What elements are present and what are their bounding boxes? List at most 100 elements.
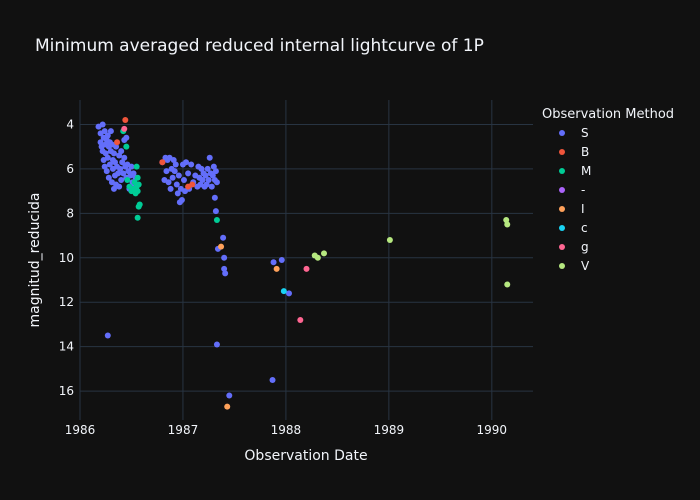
data-point-S[interactable] <box>103 168 110 175</box>
data-point-B[interactable] <box>114 139 121 146</box>
data-point-S[interactable] <box>206 154 213 161</box>
data-point-B[interactable] <box>189 181 196 188</box>
data-point-I[interactable] <box>273 265 280 272</box>
data-point-M[interactable] <box>136 201 143 208</box>
data-point-S[interactable] <box>107 128 114 135</box>
legend-label: V <box>581 259 590 273</box>
y-tick-label: 16 <box>59 384 74 398</box>
data-point-S[interactable] <box>178 197 185 203</box>
data-point-S[interactable] <box>104 154 111 161</box>
data-point-S[interactable] <box>213 341 220 348</box>
data-point-g[interactable] <box>297 317 304 323</box>
data-point-S[interactable] <box>169 174 176 181</box>
data-point-S[interactable] <box>220 234 227 241</box>
y-tick-label: 6 <box>66 162 74 176</box>
data-point-M[interactable] <box>123 143 130 150</box>
data-point-I[interactable] <box>218 243 225 250</box>
data-point-S[interactable] <box>212 208 219 215</box>
data-point-S[interactable] <box>117 165 124 172</box>
legend-marker <box>559 187 565 193</box>
data-point-V[interactable] <box>314 254 321 261</box>
data-point-S[interactable] <box>199 177 206 183</box>
data-point-S[interactable] <box>110 150 117 157</box>
data-point-S[interactable] <box>212 168 219 175</box>
data-point-V[interactable] <box>504 221 511 228</box>
legend-item-c[interactable]: c <box>559 221 588 235</box>
data-point-S[interactable] <box>128 163 135 170</box>
data-point-B[interactable] <box>122 117 129 123</box>
legend-marker <box>559 225 565 231</box>
legend-item-dash[interactable]: - <box>559 183 585 197</box>
data-point-S[interactable] <box>278 257 285 263</box>
data-point-M[interactable] <box>134 188 141 195</box>
data-point-g[interactable] <box>121 125 128 132</box>
data-point-S[interactable] <box>226 392 233 399</box>
data-point-S[interactable] <box>116 183 123 190</box>
data-point-S[interactable] <box>123 134 130 141</box>
data-point-S[interactable] <box>183 159 190 166</box>
legend-item-M[interactable]: M <box>559 164 591 178</box>
data-point-S[interactable] <box>221 254 228 261</box>
data-point-S[interactable] <box>165 179 172 186</box>
data-point-S[interactable] <box>185 170 192 177</box>
data-point-S[interactable] <box>211 194 218 201</box>
data-point-S[interactable] <box>202 172 209 179</box>
data-point-M[interactable] <box>134 214 141 221</box>
data-point-I[interactable] <box>224 403 231 410</box>
data-point-S[interactable] <box>269 377 276 383</box>
data-point-S[interactable] <box>270 259 277 266</box>
data-point-S[interactable] <box>180 177 187 183</box>
data-point-S[interactable] <box>121 154 128 161</box>
data-point-B[interactable] <box>159 159 166 166</box>
y-axis-label: magnitud_reducida <box>27 193 43 328</box>
data-points <box>95 117 511 410</box>
data-point-S[interactable] <box>101 128 108 135</box>
y-tick-label: 4 <box>66 117 74 131</box>
data-point-S[interactable] <box>208 183 215 190</box>
data-point-S[interactable] <box>175 172 182 179</box>
data-point-S[interactable] <box>173 181 180 188</box>
data-point-S[interactable] <box>188 161 195 168</box>
x-tick-label: 1987 <box>168 423 199 437</box>
legend-item-B[interactable]: B <box>559 145 589 159</box>
legend-item-I[interactable]: I <box>559 202 585 216</box>
data-point-M[interactable] <box>124 177 131 183</box>
data-point-M[interactable] <box>133 163 140 170</box>
data-point-S[interactable] <box>118 148 125 155</box>
data-point-M[interactable] <box>135 181 142 188</box>
data-point-S[interactable] <box>105 174 112 181</box>
legend-label: M <box>581 164 591 178</box>
data-point-S[interactable] <box>172 161 179 168</box>
data-point-S[interactable] <box>99 121 106 128</box>
data-point-M[interactable] <box>213 217 220 223</box>
data-point-S[interactable] <box>106 161 113 168</box>
data-point-c[interactable] <box>280 288 287 295</box>
gridlines <box>79 100 533 420</box>
data-point-S[interactable] <box>104 332 111 339</box>
y-tick-label: 12 <box>59 295 74 309</box>
data-point-S[interactable] <box>120 170 127 177</box>
y-tick-label: 10 <box>59 251 74 265</box>
data-point-S[interactable] <box>104 132 111 139</box>
legend-item-g[interactable]: g <box>559 240 589 254</box>
data-point-M[interactable] <box>134 174 141 181</box>
data-point-S[interactable] <box>118 177 125 183</box>
data-point-S[interactable] <box>174 190 181 197</box>
data-point-V[interactable] <box>386 237 393 243</box>
legend-item-S[interactable]: S <box>559 126 589 140</box>
data-point-S[interactable] <box>204 165 211 172</box>
data-point-S[interactable] <box>205 177 212 183</box>
data-point-S[interactable] <box>213 179 220 186</box>
data-point-S[interactable] <box>285 290 292 297</box>
legend-marker <box>559 263 565 269</box>
data-point-S[interactable] <box>167 185 174 192</box>
legend-item-V[interactable]: V <box>559 259 590 273</box>
data-point-S[interactable] <box>222 270 229 277</box>
data-point-S[interactable] <box>171 168 178 175</box>
data-point-V[interactable] <box>321 250 328 257</box>
data-point-S[interactable] <box>163 168 170 175</box>
x-axis-label: Observation Date <box>244 448 367 464</box>
data-point-g[interactable] <box>303 265 310 272</box>
data-point-V[interactable] <box>504 281 511 288</box>
